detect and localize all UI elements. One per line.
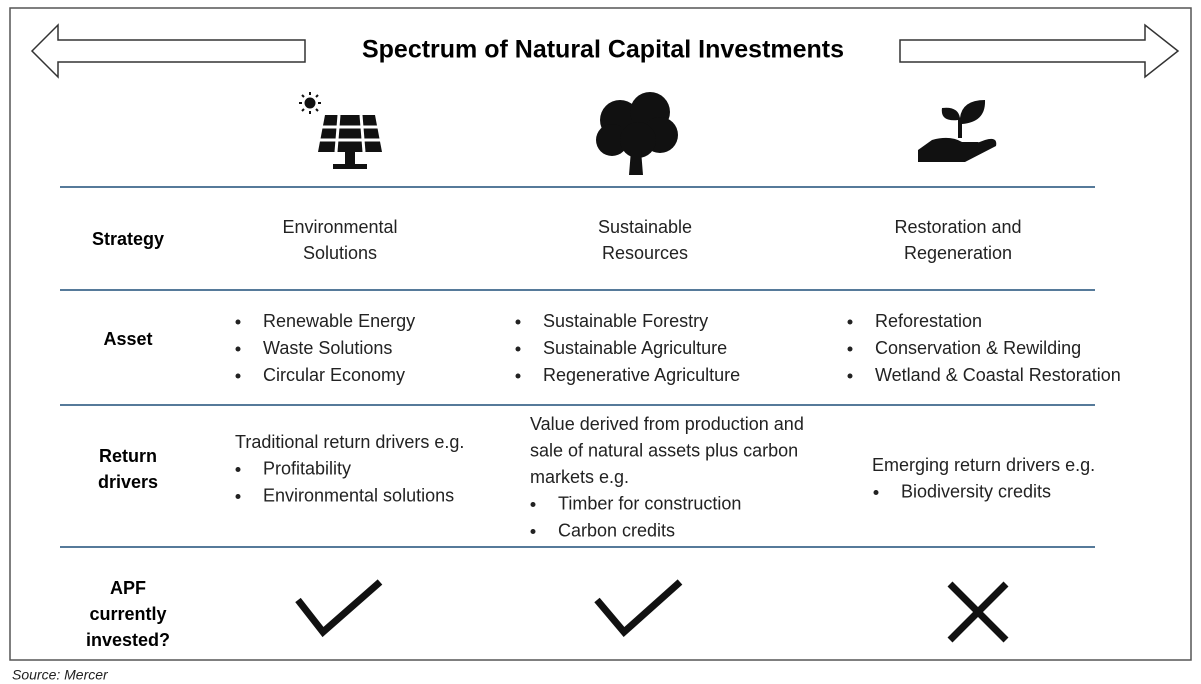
bullet — [847, 319, 853, 325]
bullet — [235, 346, 241, 352]
cross-icon — [947, 581, 1009, 643]
strategy-text: Environmental — [282, 217, 397, 237]
asset-item: Circular Economy — [263, 365, 405, 385]
row-label: Strategy — [92, 229, 164, 249]
asset-item: Conservation & Rewilding — [875, 338, 1081, 358]
check-icon — [594, 579, 683, 638]
row-label: APF — [110, 578, 146, 598]
bullet — [515, 373, 521, 379]
bullet — [235, 494, 241, 499]
asset-item: Renewable Energy — [263, 311, 415, 331]
return-item: Profitability — [263, 458, 351, 478]
bullet — [530, 529, 536, 534]
asset-item: Waste Solutions — [263, 338, 392, 358]
bullet — [235, 319, 241, 325]
bullet — [530, 502, 536, 507]
return-intro: Value derived from production and — [530, 414, 804, 434]
tree-icon — [596, 92, 678, 175]
asset-item: Sustainable Forestry — [543, 311, 708, 331]
source: Source: Mercer — [12, 667, 109, 683]
asset-item: Regenerative Agriculture — [543, 365, 740, 385]
asset-item: Reforestation — [875, 311, 982, 331]
strategy-text: Regeneration — [904, 243, 1012, 263]
separators — [60, 186, 1095, 548]
return-item: Carbon credits — [558, 520, 675, 540]
row-label: Asset — [103, 329, 152, 349]
bullet — [847, 373, 853, 379]
return-item: Biodiversity credits — [901, 481, 1051, 501]
left-arrow — [30, 23, 306, 79]
solar-icon — [299, 92, 382, 169]
row-label: Return — [99, 446, 157, 466]
strategy-text: Resources — [602, 243, 688, 263]
check-icon — [295, 579, 383, 638]
return-intro: markets e.g. — [530, 467, 629, 487]
plant-hand-icon — [918, 100, 997, 162]
row-label: drivers — [98, 472, 158, 492]
bullet — [235, 467, 241, 472]
return-item: Environmental solutions — [263, 485, 454, 505]
row-label: currently — [89, 604, 166, 624]
return-intro: sale of natural assets plus carbon — [530, 440, 798, 460]
frame — [9, 7, 1192, 661]
bullet — [873, 490, 879, 495]
strategy-text: Restoration and — [894, 217, 1021, 237]
bullet — [515, 346, 521, 352]
bullet — [515, 319, 521, 325]
bullet — [235, 373, 241, 379]
right-arrow — [899, 23, 1180, 79]
return-intro: Emerging return drivers e.g. — [872, 455, 1095, 475]
strategy-text: Sustainable — [598, 217, 692, 237]
asset-item: Sustainable Agriculture — [543, 338, 727, 358]
return-item: Timber for construction — [558, 493, 741, 513]
row-label: invested? — [86, 630, 170, 650]
bullet — [847, 346, 853, 352]
title: Spectrum of Natural Capital Investments — [362, 36, 844, 64]
return-intro: Traditional return drivers e.g. — [235, 432, 464, 452]
asset-item: Wetland & Coastal Restoration — [875, 365, 1121, 385]
strategy-text: Solutions — [303, 243, 377, 263]
